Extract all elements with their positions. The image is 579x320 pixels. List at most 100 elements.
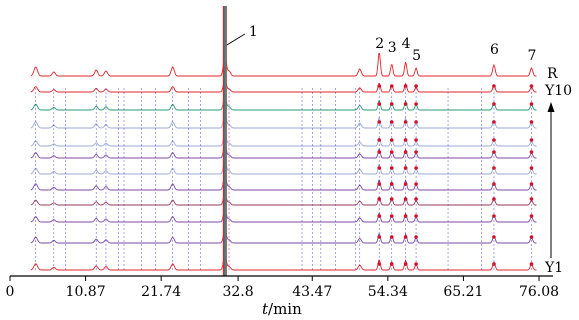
- peak-marker: [403, 182, 408, 186]
- chromatogram-trace: [30, 174, 537, 191]
- peak-marker: [492, 102, 496, 106]
- peak-marker: [389, 120, 394, 124]
- peak-marker: [414, 214, 418, 218]
- peak-marker: [492, 120, 496, 124]
- peak-marker: [403, 166, 408, 170]
- peak-marker: [389, 102, 394, 106]
- peak-marker: [529, 262, 534, 266]
- x-tick-label: 54.34: [368, 284, 408, 300]
- peak-marker: [403, 197, 408, 201]
- main-peak-group: [222, 6, 246, 276]
- peak-marker: [377, 102, 382, 106]
- x-axis-title-unit: /min: [268, 300, 302, 318]
- peak-marker: [377, 182, 382, 186]
- peak-marker: [377, 197, 382, 201]
- peak-label-4: 4: [402, 36, 411, 52]
- x-tick-label: 32.8: [222, 284, 253, 300]
- peak-marker: [377, 84, 382, 88]
- chromatogram-trace: [30, 254, 537, 271]
- peak-marker: [414, 138, 418, 142]
- peak-label-7: 7: [527, 48, 536, 64]
- chromatogram-trace: [30, 192, 537, 206]
- peak-marker: [403, 214, 408, 218]
- chromatogram-trace: [30, 112, 537, 129]
- x-tick-label: 43.47: [292, 284, 332, 300]
- time-direction-arrow: [547, 102, 555, 258]
- trace-label-bottom: Y1: [544, 260, 563, 276]
- x-axis-title: t/min: [262, 300, 302, 318]
- peak-marker: [529, 150, 534, 154]
- peak-marker: [377, 166, 382, 170]
- peak-marker: [377, 214, 382, 218]
- peak-marker: [492, 262, 496, 266]
- peak-marker: [389, 84, 394, 88]
- peak-marker: [492, 84, 496, 88]
- peak-marker: [414, 84, 418, 88]
- peak-marker: [529, 102, 534, 106]
- peak-marker: [492, 182, 496, 186]
- chromatogram-trace: [30, 228, 537, 244]
- peak-marker: [389, 214, 394, 218]
- x-tick-label: 0: [6, 284, 15, 300]
- x-tick-label: 65.21: [443, 284, 483, 300]
- peak-marker: [403, 235, 408, 239]
- peak-marker: [377, 235, 382, 239]
- peak-marker: [414, 166, 418, 170]
- peak-marker: [529, 235, 534, 239]
- peak-marker: [492, 166, 496, 170]
- peak-marker: [389, 150, 394, 154]
- peak-marker: [529, 214, 534, 218]
- peak-marker: [389, 166, 394, 170]
- trace-label-reference: R: [547, 66, 558, 82]
- peak-label-5: 5: [412, 48, 421, 64]
- peak-marker: [403, 150, 408, 154]
- x-axis-ticks: 0 10.87 21.74 32.8 43.47 54.34 65.21 76.08: [6, 276, 559, 300]
- arrow-head: [547, 102, 555, 112]
- peak-marker: [529, 138, 534, 142]
- peak-marker: [529, 197, 534, 201]
- peak-label-3: 3: [388, 40, 397, 56]
- peak-marker: [414, 102, 418, 106]
- chromatogram-trace: [30, 95, 537, 111]
- peak-marker: [529, 166, 534, 170]
- chromatogram-trace: [30, 208, 537, 223]
- peak-marker: [529, 120, 534, 124]
- peak-marker: [492, 138, 496, 142]
- peak-marker: [377, 150, 382, 154]
- peak-marker: [414, 235, 418, 239]
- peak-marker: [389, 235, 394, 239]
- peak-marker: [389, 197, 394, 201]
- x-tick-label: 76.08: [519, 284, 559, 300]
- peak-label-group: 1 2 3 45 6 7: [249, 24, 537, 64]
- chromatogram-trace: [30, 53, 537, 77]
- peak-marker: [403, 84, 408, 88]
- peak-marker: [492, 197, 496, 201]
- peak-marker: [492, 150, 496, 154]
- peak-marker: [414, 197, 418, 201]
- peak-label-6: 6: [490, 42, 499, 58]
- peak-marker: [414, 182, 418, 186]
- peak-marker: [403, 120, 408, 124]
- peak-label-1: 1: [249, 24, 258, 40]
- peak-marker: [377, 262, 382, 266]
- peak-label-2: 2: [375, 36, 384, 52]
- trace-label-top: Y10: [544, 83, 572, 99]
- peak-marker: [377, 138, 382, 142]
- peak-marker: [403, 262, 408, 266]
- peak-marker: [377, 120, 382, 124]
- chromatogram-trace: [30, 133, 537, 147]
- peak-marker: [529, 182, 534, 186]
- chromatogram-trace: [30, 159, 537, 175]
- x-axis-title-italic: t: [262, 300, 269, 318]
- x-tick-label: 10.87: [66, 284, 106, 300]
- chromatogram-trace: [30, 144, 537, 159]
- chromatogram-trace: [30, 78, 537, 93]
- peak-marker: [389, 262, 394, 266]
- trace-group: [30, 53, 537, 271]
- peak-marker: [414, 150, 418, 154]
- peak-marker: [414, 262, 418, 266]
- peak-1-leader-line: [226, 33, 246, 46]
- peak-marker: [414, 120, 418, 124]
